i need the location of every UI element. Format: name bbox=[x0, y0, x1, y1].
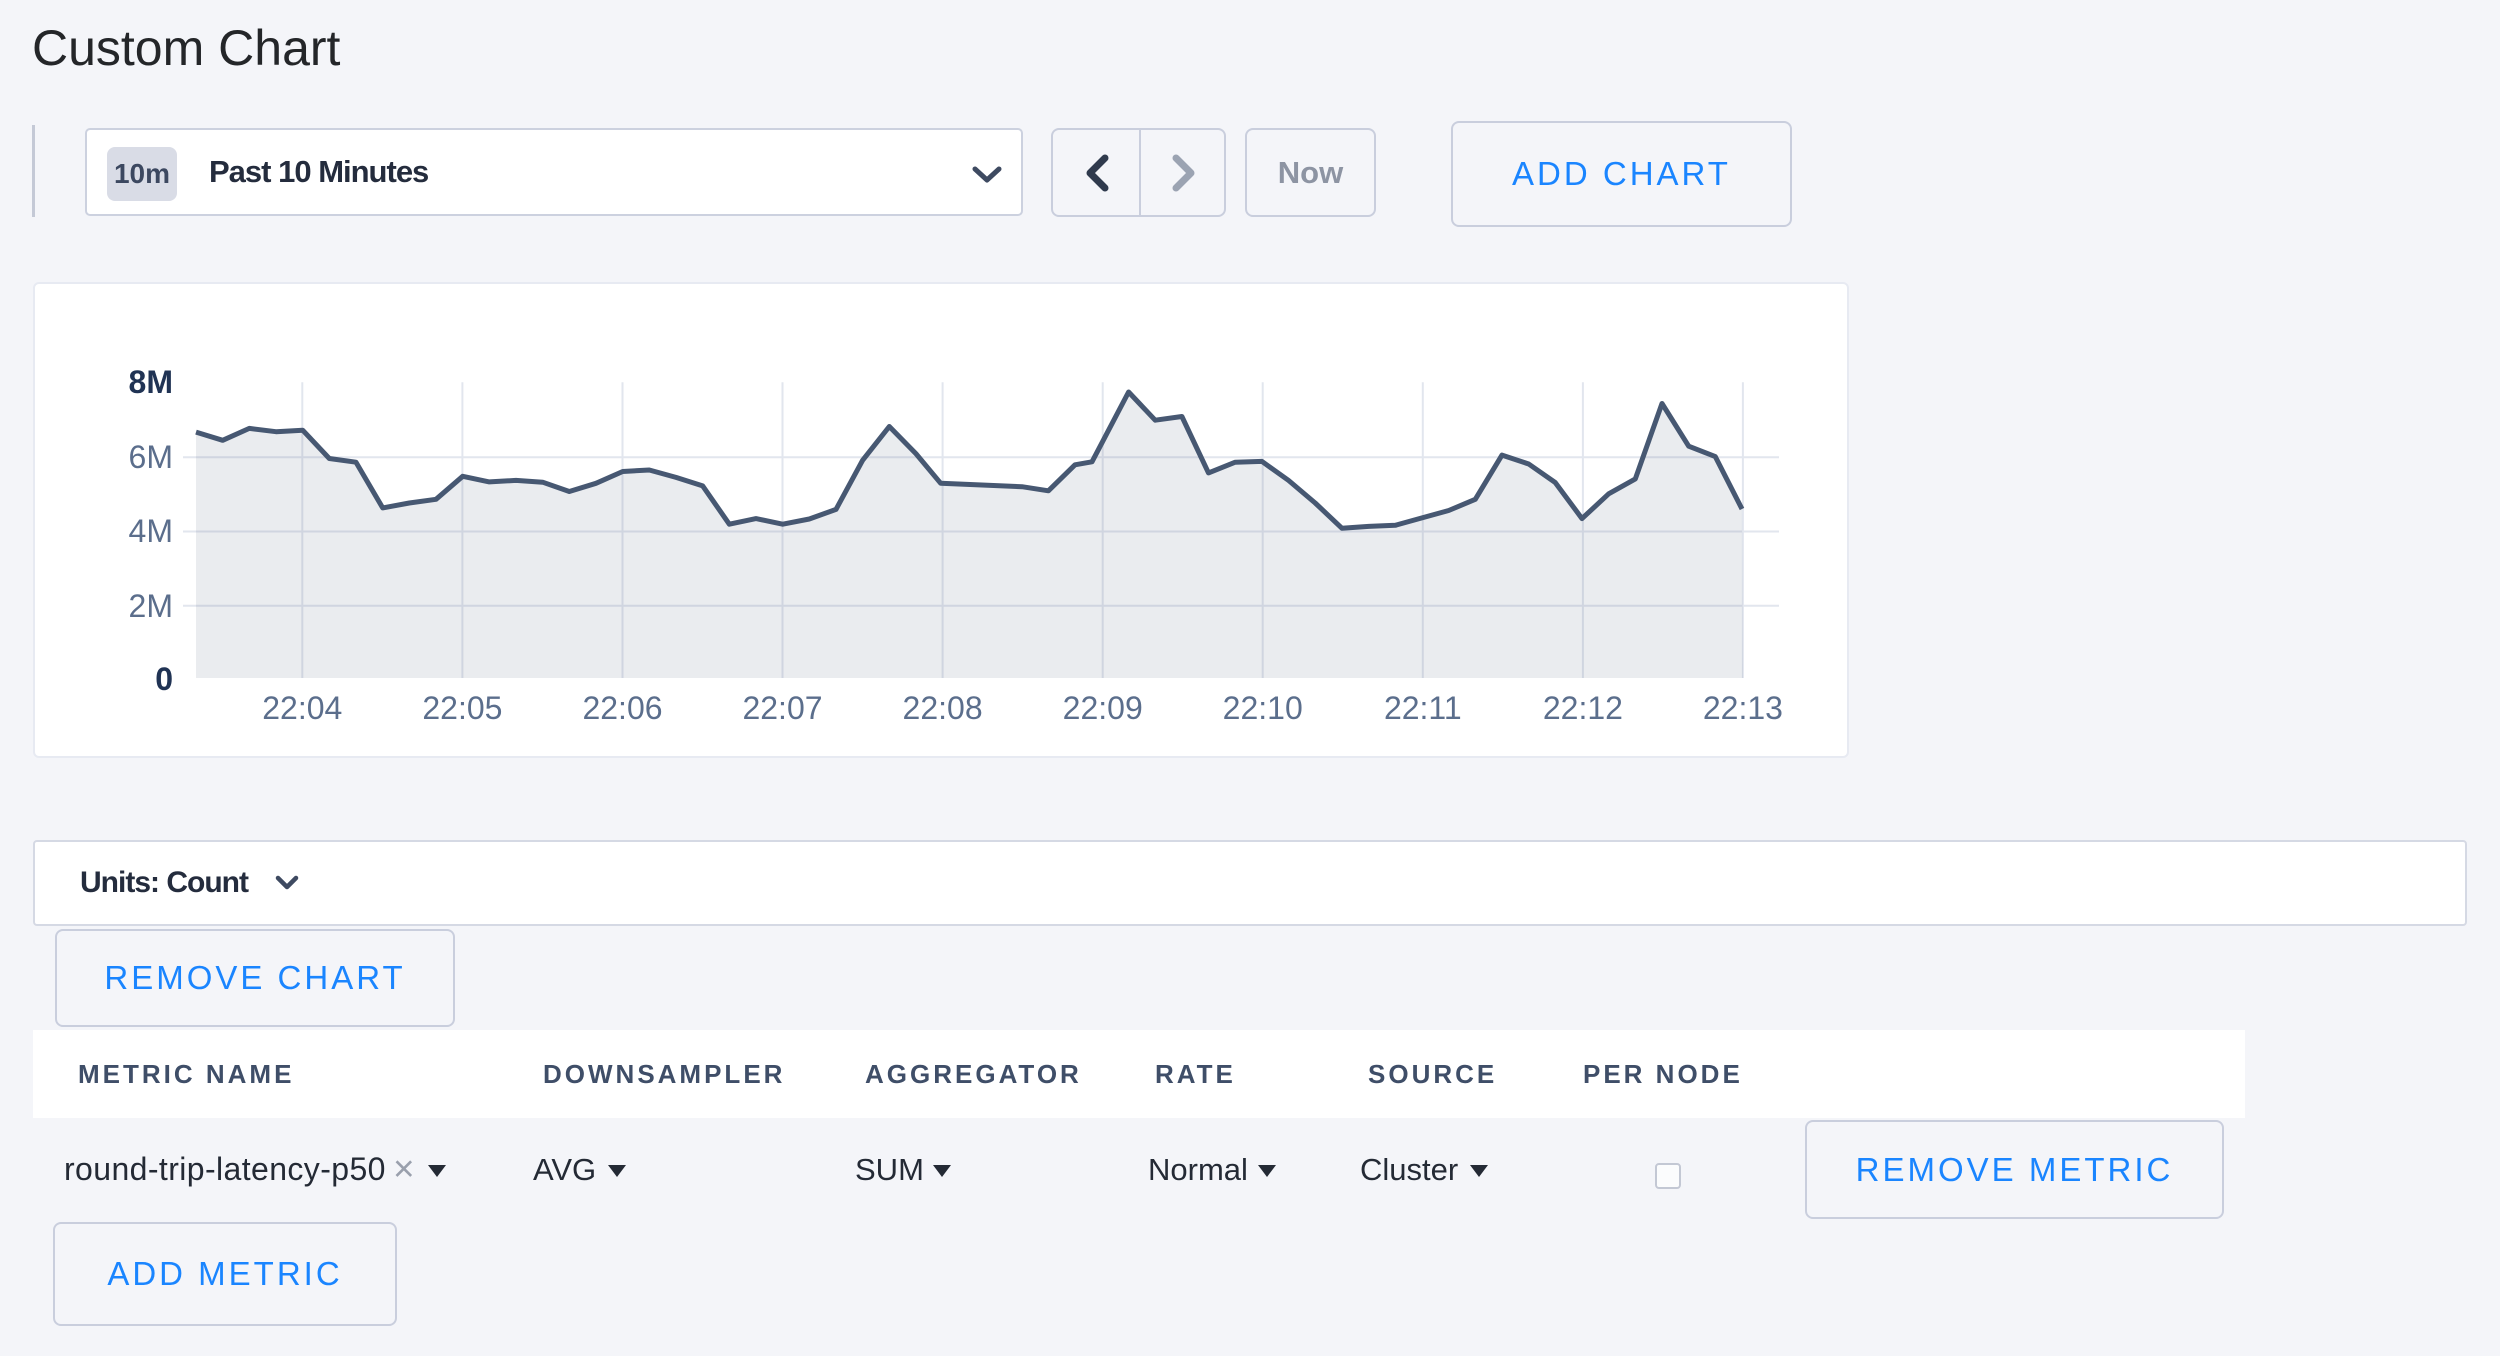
svg-text:0: 0 bbox=[155, 661, 173, 697]
svg-text:22:06: 22:06 bbox=[582, 690, 662, 726]
svg-text:22:13: 22:13 bbox=[1703, 690, 1783, 726]
svg-text:2M: 2M bbox=[129, 588, 173, 624]
svg-text:22:08: 22:08 bbox=[903, 690, 983, 726]
svg-text:22:04: 22:04 bbox=[262, 690, 342, 726]
svg-text:22:12: 22:12 bbox=[1543, 690, 1623, 726]
svg-text:22:05: 22:05 bbox=[422, 690, 502, 726]
svg-text:4M: 4M bbox=[129, 513, 173, 549]
svg-text:8M: 8M bbox=[129, 364, 173, 400]
svg-text:22:07: 22:07 bbox=[742, 690, 822, 726]
svg-text:6M: 6M bbox=[129, 439, 173, 475]
svg-text:22:10: 22:10 bbox=[1223, 690, 1303, 726]
svg-text:22:09: 22:09 bbox=[1063, 690, 1143, 726]
svg-text:22:11: 22:11 bbox=[1384, 690, 1462, 726]
